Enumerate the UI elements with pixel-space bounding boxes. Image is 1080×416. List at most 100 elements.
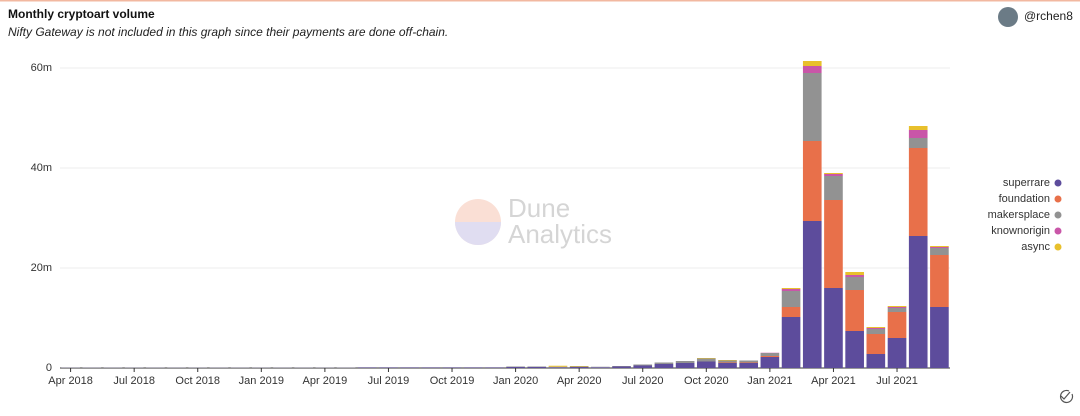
bar-segment: [930, 247, 949, 248]
x-tick-label: Jul 2018: [113, 375, 155, 387]
bar-segment: [400, 368, 419, 369]
bar-segment: [867, 328, 886, 329]
bar-segment: [845, 290, 864, 331]
x-tick-label: Apr 2020: [557, 375, 602, 387]
bar-segment: [718, 363, 737, 368]
x-tick-label: Jan 2021: [747, 375, 792, 387]
user-name[interactable]: @rchen8: [1024, 9, 1073, 23]
bar-segment: [612, 366, 631, 367]
bar-segment: [739, 363, 758, 364]
bar-segment: [761, 356, 780, 357]
bar-segment: [506, 367, 525, 368]
bar-segment: [697, 358, 716, 359]
bar-segment: [824, 173, 843, 174]
x-tick-label: Jul 2019: [368, 375, 410, 387]
bar-segment: [930, 248, 949, 255]
legend-label: knownorigin: [991, 225, 1050, 237]
avatar[interactable]: [998, 7, 1018, 27]
bar-segment: [930, 307, 949, 368]
bar-segment: [867, 327, 886, 328]
bar-segment: [570, 366, 589, 367]
chart-subtitle: Nifty Gateway is not included in this gr…: [8, 25, 448, 39]
bar-segment: [506, 367, 525, 368]
bar-segment: [443, 368, 462, 369]
bar-segment: [697, 362, 716, 369]
watermark: Dune Analytics: [455, 193, 612, 249]
bar-segment: [867, 354, 886, 368]
x-tick-label: Oct 2020: [684, 375, 729, 387]
bar-segment: [803, 221, 822, 368]
bar-segment: [845, 331, 864, 368]
y-tick-label: 0: [46, 362, 52, 374]
bar-segment: [464, 368, 483, 369]
legend-swatch: [1055, 228, 1062, 235]
bar-segment: [888, 307, 907, 308]
y-tick-label: 40m: [31, 162, 52, 174]
bar-segment: [909, 138, 928, 148]
bar-segment: [803, 73, 822, 141]
bar-segment: [739, 363, 758, 368]
bar-segment: [888, 338, 907, 368]
bar-segment: [549, 367, 568, 368]
x-tick-label: Apr 2021: [811, 375, 856, 387]
bar-segment: [930, 255, 949, 307]
bar-segment: [633, 365, 652, 366]
x-tick-label: Apr 2019: [303, 375, 348, 387]
bar-segment: [782, 291, 801, 307]
x-tick-label: Oct 2018: [175, 375, 220, 387]
bar-segment: [845, 272, 864, 275]
bar-segment: [845, 277, 864, 290]
bar-segment: [782, 288, 801, 289]
bar-segment: [888, 312, 907, 338]
bar-segment: [570, 367, 589, 368]
bar-segment: [358, 368, 377, 369]
bar-segment: [676, 361, 695, 363]
x-tick-label: Jan 2019: [239, 375, 284, 387]
bar-segment: [803, 141, 822, 221]
legend-swatch: [1055, 244, 1062, 251]
bar-segment: [888, 308, 907, 312]
bar-segment: [485, 368, 504, 369]
bar-segment: [782, 307, 801, 317]
legend-label: foundation: [999, 193, 1050, 205]
chart-title: Monthly cryptoart volume: [8, 7, 155, 21]
x-tick-label: Jul 2021: [876, 375, 918, 387]
y-tick-label: 20m: [31, 262, 52, 274]
bar-segment: [527, 367, 546, 368]
bar-segment: [909, 126, 928, 130]
legend-label: async: [1021, 241, 1050, 253]
bar-segment: [655, 364, 674, 368]
bar-segment: [549, 367, 568, 368]
legend-swatch: [1055, 212, 1062, 219]
bar-segment: [824, 200, 843, 288]
bar-segment: [782, 317, 801, 368]
bar-segment: [718, 361, 737, 363]
bar-segment: [867, 334, 886, 354]
status-icon[interactable]: [1061, 390, 1073, 402]
bar-segment: [930, 246, 949, 247]
bar-segment: [803, 66, 822, 73]
bar-segment: [697, 359, 716, 362]
bar-segment: [888, 306, 907, 307]
watermark-text: Analytics: [508, 219, 612, 249]
x-tick-label: Oct 2019: [430, 375, 475, 387]
bar-segment: [782, 289, 801, 291]
bar-segment: [422, 368, 441, 369]
top-rule: [0, 0, 1080, 2]
legend-label: makersplace: [988, 209, 1050, 221]
bar-segment: [570, 367, 589, 368]
bar-segment: [591, 367, 610, 368]
bar-segment: [655, 363, 674, 365]
bar-segment: [824, 174, 843, 176]
bar-segment: [633, 366, 652, 369]
bar-segment: [824, 176, 843, 200]
bar-segment: [527, 367, 546, 368]
legend-label: superrare: [1003, 177, 1050, 189]
bar-segment: [591, 367, 610, 368]
bar-segment: [761, 357, 780, 368]
bar-segment: [824, 288, 843, 368]
bar-segment: [803, 61, 822, 66]
bar-segment: [612, 367, 631, 369]
bar-segment: [379, 368, 398, 369]
